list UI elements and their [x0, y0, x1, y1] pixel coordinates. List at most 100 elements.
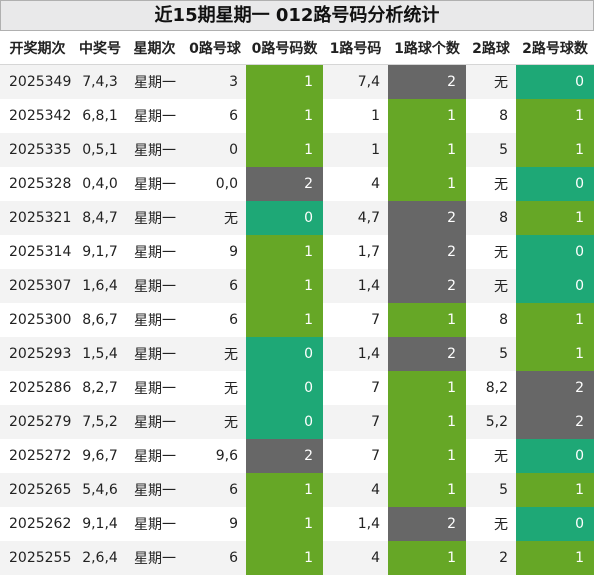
route2-balls-cell: 5 [466, 473, 516, 507]
header-route2-balls: 2路球 [466, 31, 516, 65]
route1-balls-cell: 7,4 [323, 64, 388, 99]
route2-balls-cell: 2 [466, 541, 516, 575]
route0-balls-cell: 9,6 [184, 439, 246, 473]
header-winning-number: 中奖号 [75, 31, 125, 65]
route2-count-cell: 1 [516, 541, 594, 575]
weekday-cell: 星期一 [125, 64, 184, 99]
table-row: 2025286 8,2,7 星期一无 0 7 1 8,2 2 [0, 371, 594, 405]
route0-balls-cell: 9 [184, 235, 246, 269]
route0-balls-cell: 3 [184, 64, 246, 99]
weekday-cell: 星期一 [125, 337, 184, 371]
route2-count-cell: 0 [516, 269, 594, 303]
issue-cell: 2025328 [0, 167, 75, 201]
route0-balls-cell: 6 [184, 473, 246, 507]
route1-count-cell: 2 [388, 64, 466, 99]
winning-number-cell: 8,2,7 [75, 371, 125, 405]
weekday-cell: 星期一 [125, 405, 184, 439]
route2-count-cell: 1 [516, 303, 594, 337]
route1-balls-cell: 1,4 [323, 269, 388, 303]
winning-number-cell: 7,5,2 [75, 405, 125, 439]
route1-count-cell: 1 [388, 371, 466, 405]
route1-balls-cell: 7 [323, 303, 388, 337]
route1-balls-cell: 4,7 [323, 201, 388, 235]
issue-cell: 2025300 [0, 303, 75, 337]
route2-balls-cell: 无 [466, 507, 516, 541]
route2-balls-cell: 无 [466, 269, 516, 303]
winning-number-cell: 8,4,7 [75, 201, 125, 235]
route0-balls-cell: 6 [184, 269, 246, 303]
route2-count-cell: 1 [516, 133, 594, 167]
winning-number-cell: 1,6,4 [75, 269, 125, 303]
weekday-cell: 星期一 [125, 439, 184, 473]
issue-cell: 2025335 [0, 133, 75, 167]
route2-count-cell: 0 [516, 235, 594, 269]
route1-balls-cell: 4 [323, 541, 388, 575]
winning-number-cell: 0,4,0 [75, 167, 125, 201]
route0-count-cell: 0 [246, 371, 323, 405]
table-row: 2025349 7,4,3 星期一 3 1 7,4 2 无 0 [0, 64, 594, 99]
route1-count-cell: 1 [388, 133, 466, 167]
route0-count-cell: 1 [246, 235, 323, 269]
route0-count-cell: 1 [246, 473, 323, 507]
route2-count-cell: 1 [516, 201, 594, 235]
route2-balls-cell: 无 [466, 439, 516, 473]
table-row: 2025272 9,6,7 星期一 9,6 2 7 1 无 0 [0, 439, 594, 473]
issue-cell: 2025255 [0, 541, 75, 575]
winning-number-cell: 5,4,6 [75, 473, 125, 507]
header-weekday: 星期次 [125, 31, 184, 65]
route2-count-cell: 1 [516, 473, 594, 507]
table-body: 2025349 7,4,3 星期一 3 1 7,4 2 无 0 2025342 6,8,1 星期一 6 1… [0, 64, 594, 575]
route0-count-cell: 1 [246, 507, 323, 541]
route0-count-cell: 0 [246, 337, 323, 371]
weekday-cell: 星期一 [125, 507, 184, 541]
issue-cell: 2025321 [0, 201, 75, 235]
weekday-cell: 星期一 [125, 473, 184, 507]
header-issue: 开奖期次 [0, 31, 75, 65]
table-row: 2025321 8,4,7 星期一无 0 4,7 2 8 1 [0, 201, 594, 235]
route1-balls-cell: 1 [323, 133, 388, 167]
weekday-cell: 星期一 [125, 269, 184, 303]
route0-count-cell: 0 [246, 201, 323, 235]
route0-balls-cell: 0 [184, 133, 246, 167]
issue-cell: 2025279 [0, 405, 75, 439]
weekday-cell: 星期一 [125, 371, 184, 405]
route1-balls-cell: 1,7 [323, 235, 388, 269]
issue-cell: 2025293 [0, 337, 75, 371]
table-row: 2025314 9,1,7 星期一 9 1 1,7 2 无 0 [0, 235, 594, 269]
route0-balls-cell: 6 [184, 99, 246, 133]
table-row: 2025335 0,5,1 星期一 0 1 1 1 5 1 [0, 133, 594, 167]
header-route0-count: 0路号码数 [246, 31, 323, 65]
route2-balls-cell: 5 [466, 337, 516, 371]
route1-count-cell: 2 [388, 269, 466, 303]
route0-count-cell: 2 [246, 439, 323, 473]
table-row: 2025265 5,4,6 星期一 6 1 4 1 5 1 [0, 473, 594, 507]
route2-count-cell: 2 [516, 405, 594, 439]
issue-cell: 2025262 [0, 507, 75, 541]
route0-balls-cell: 9 [184, 507, 246, 541]
route2-balls-cell: 8 [466, 303, 516, 337]
route1-count-cell: 1 [388, 303, 466, 337]
header-route2-count: 2路号球数 [516, 31, 594, 65]
route1-balls-cell: 7 [323, 371, 388, 405]
route0-balls-cell: 6 [184, 541, 246, 575]
winning-number-cell: 9,6,7 [75, 439, 125, 473]
route2-count-cell: 2 [516, 371, 594, 405]
route1-count-cell: 2 [388, 201, 466, 235]
weekday-cell: 星期一 [125, 201, 184, 235]
table-title: 近15期星期一 012路号码分析统计 [0, 0, 594, 31]
winning-number-cell: 0,5,1 [75, 133, 125, 167]
route0-balls-cell: 无 [184, 371, 246, 405]
header-route0-balls: 0路号球 [184, 31, 246, 65]
winning-number-cell: 1,5,4 [75, 337, 125, 371]
route0-count-cell: 2 [246, 167, 323, 201]
route0-balls-cell: 无 [184, 405, 246, 439]
route1-count-cell: 1 [388, 541, 466, 575]
route2-count-cell: 0 [516, 507, 594, 541]
issue-cell: 2025307 [0, 269, 75, 303]
table-row: 2025279 7,5,2 星期一无 0 7 1 5,2 2 [0, 405, 594, 439]
table-row: 2025328 0,4,0 星期一 0,0 2 4 1 无 0 [0, 167, 594, 201]
issue-cell: 2025286 [0, 371, 75, 405]
issue-cell: 2025272 [0, 439, 75, 473]
winning-number-cell: 9,1,4 [75, 507, 125, 541]
